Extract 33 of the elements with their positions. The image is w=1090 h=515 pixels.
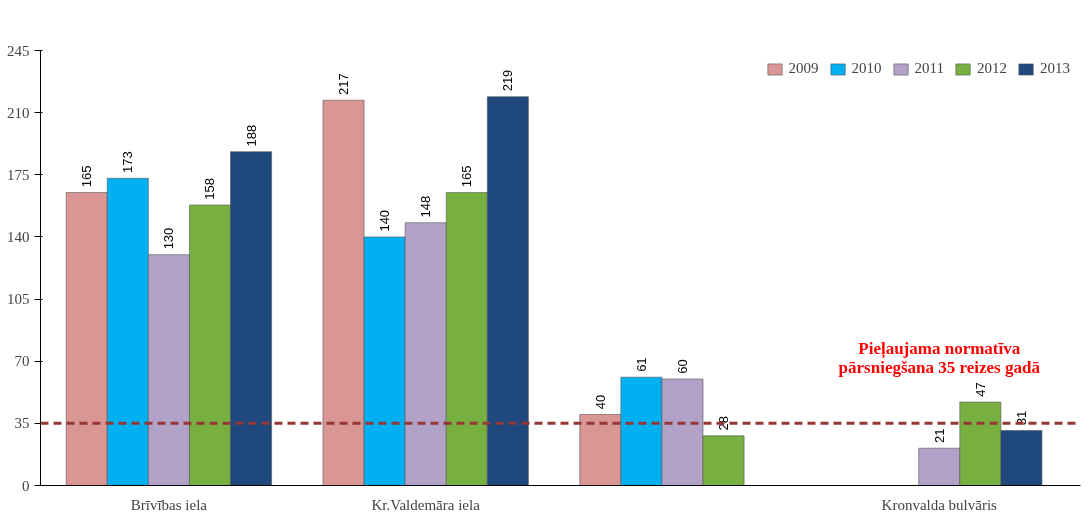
legend-label: 2012 — [977, 60, 1007, 77]
data-label: 40 — [592, 394, 608, 410]
data-label: 165 — [79, 165, 95, 188]
x-tick-label: Kronvalda bulvāris — [881, 496, 998, 513]
y-tick-label: 140 — [7, 228, 30, 245]
data-label: 217 — [336, 73, 352, 95]
x-tick-label: Brīvības iela — [130, 496, 208, 513]
data-label: 188 — [243, 124, 259, 147]
data-label: 28 — [716, 415, 732, 431]
data-label: 140 — [377, 209, 393, 232]
data-label: 173 — [120, 151, 136, 174]
data-label: 130 — [161, 227, 177, 250]
data-label: 148 — [418, 195, 434, 218]
data-label: 61 — [633, 357, 649, 372]
y-tick-label: 175 — [7, 166, 30, 183]
y-tick-label: 210 — [7, 104, 30, 121]
data-label: 47 — [972, 382, 988, 397]
legend-label: 2009 — [788, 60, 819, 77]
data-label: 21 — [931, 428, 947, 443]
y-tick-label: 70 — [14, 353, 30, 370]
data-label: 165 — [459, 165, 475, 188]
y-tick-label: 35 — [14, 415, 30, 432]
y-tick-label: 0 — [22, 477, 30, 494]
data-label: 158 — [202, 177, 218, 200]
data-label: 60 — [674, 359, 690, 374]
y-tick-label: 245 — [7, 42, 30, 59]
ref-line-label: Pieļaujama normatīva pārsniegšana 35 reizes gadā — [838, 338, 1041, 378]
legend-label: 2013 — [1040, 60, 1070, 77]
y-tick-label: 105 — [7, 291, 30, 308]
data-label: 219 — [500, 69, 516, 92]
x-tick-label: Kr.Valdemāra iela — [371, 496, 481, 513]
legend-label: 2010 — [851, 60, 882, 77]
legend-label: 2011 — [914, 60, 944, 77]
